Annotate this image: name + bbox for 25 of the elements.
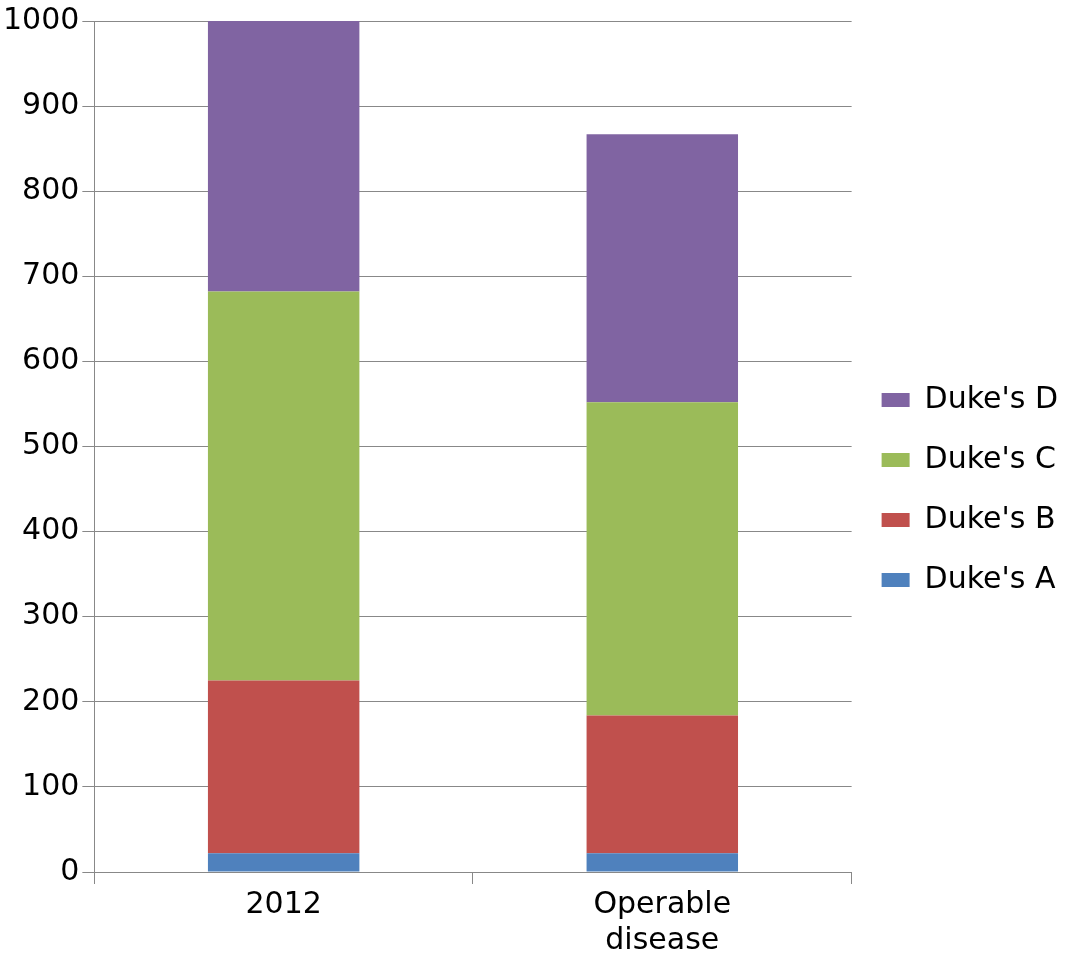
bar bbox=[586, 853, 739, 872]
bar bbox=[207, 853, 360, 872]
legend-label: Duke's C bbox=[924, 439, 1056, 475]
legend-label: Duke's A bbox=[924, 559, 1056, 595]
y-tick-label: 700 bbox=[22, 256, 80, 292]
y-tick-label: 200 bbox=[22, 681, 80, 717]
bar bbox=[207, 21, 360, 292]
y-tick-label: 600 bbox=[22, 341, 80, 377]
legend-label: Duke's D bbox=[924, 379, 1058, 415]
y-tick-label: 900 bbox=[22, 85, 80, 121]
y-tick-label: 400 bbox=[22, 511, 80, 547]
bar bbox=[207, 291, 360, 681]
x-tick-label: 2012 bbox=[245, 884, 322, 920]
y-tick-label: 0 bbox=[60, 851, 80, 887]
bar bbox=[586, 134, 739, 403]
bar bbox=[207, 680, 360, 854]
y-tick-label: 300 bbox=[22, 596, 80, 632]
y-tick-label: 500 bbox=[22, 426, 80, 462]
y-tick-label: 1000 bbox=[2, 0, 80, 36]
legend-label: Duke's B bbox=[924, 499, 1056, 535]
y-tick-label: 800 bbox=[22, 171, 80, 206]
bar bbox=[586, 715, 739, 854]
x-tick-label: Operable disease bbox=[593, 884, 732, 956]
bar bbox=[586, 402, 739, 716]
y-tick-label: 100 bbox=[22, 766, 80, 802]
